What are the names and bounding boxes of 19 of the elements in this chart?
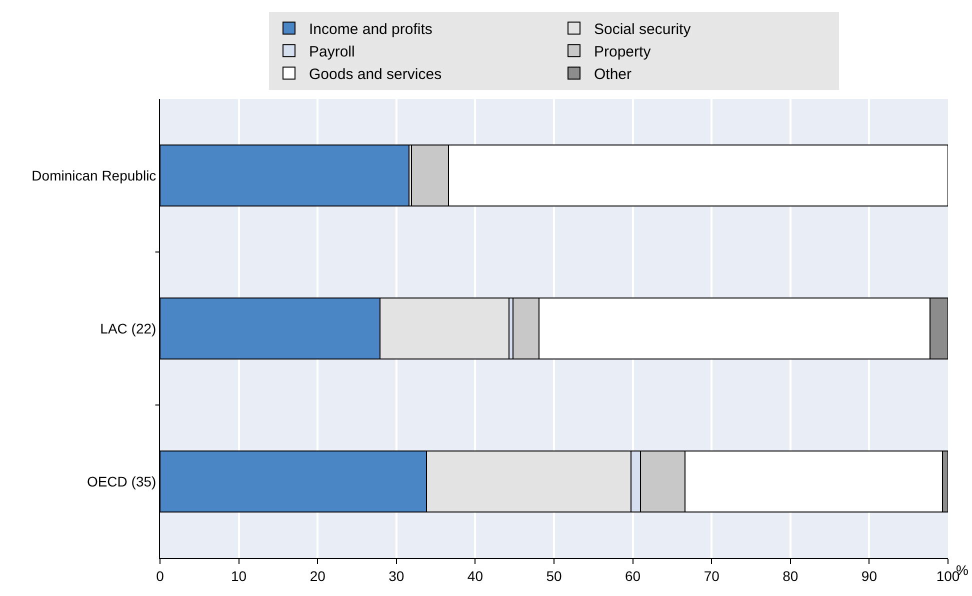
legend-label: Payroll [309,43,355,60]
x-tick-label: 90 [861,568,878,584]
y-tick-label: LAC (22) [100,320,156,336]
x-tick-label: 30 [388,568,404,584]
x-tick-label: 40 [467,568,484,584]
x-tick-label: 10 [231,568,247,584]
x-tick-label: 70 [704,568,720,584]
x-tick-label: 20 [310,568,326,584]
legend-label: Other [594,66,632,83]
x-tick-label: 0 [156,568,164,584]
x-tick-label: 50 [546,568,562,584]
legend-label: Income and profits [309,20,432,38]
y-tick-label: OECD (35) [86,473,156,490]
legend-label: Social security [594,20,692,38]
y-tick-label: Dominican Republic [32,167,156,184]
x-tick-label: 80 [782,568,798,584]
legend-label: Goods and services [309,66,442,83]
x-tick-label: 60 [625,568,641,584]
legend-label: Property [594,43,652,60]
